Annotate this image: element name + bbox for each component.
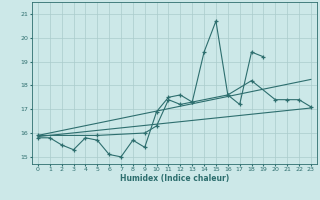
X-axis label: Humidex (Indice chaleur): Humidex (Indice chaleur) bbox=[120, 174, 229, 183]
